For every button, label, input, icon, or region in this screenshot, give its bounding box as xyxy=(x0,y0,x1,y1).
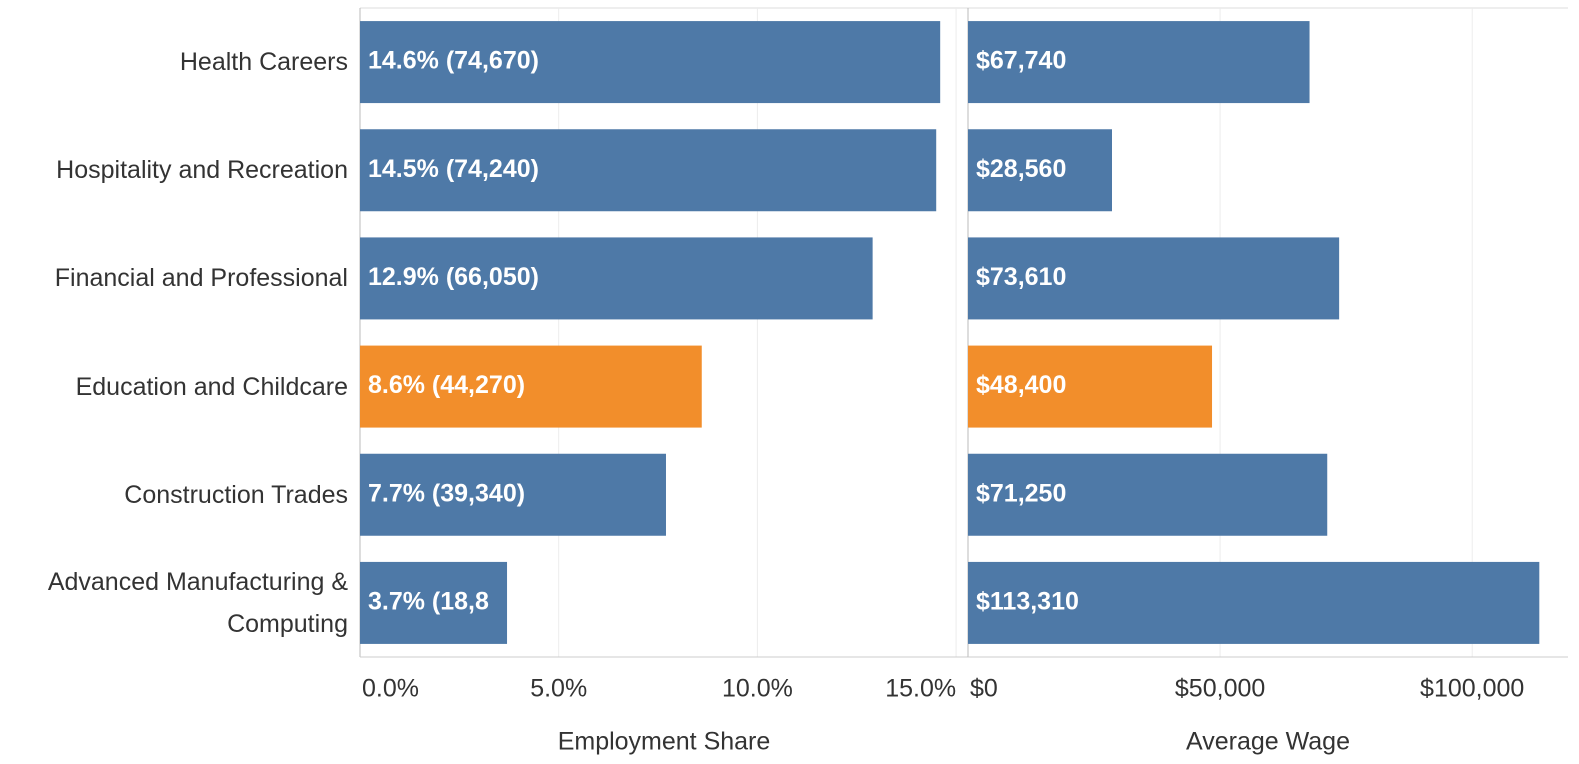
y-tick-label: Hospitality and Recreation xyxy=(56,156,348,185)
bar-value-label: 3.7% (18,8 xyxy=(368,588,489,616)
bar xyxy=(360,453,666,536)
bar-value-label: 12.9% (66,050) xyxy=(368,263,539,291)
y-tick-label: Education and Childcare xyxy=(75,372,348,401)
bar-value-label: 14.6% (74,670) xyxy=(368,47,539,75)
bar xyxy=(968,561,1540,644)
y-tick-label: Advanced Manufacturing & Computing xyxy=(47,567,348,638)
x-tick-label: 0.0% xyxy=(362,675,419,703)
bar-value-label: $71,250 xyxy=(976,479,1066,507)
x-tick-label: 15.0% xyxy=(885,675,956,703)
x-axis-title: Employment Share xyxy=(558,728,771,756)
y-tick-label: Construction Trades xyxy=(124,480,348,509)
bar xyxy=(968,21,1310,104)
bar xyxy=(968,345,1213,428)
x-tick-label: $0 xyxy=(970,675,998,703)
bar-value-label: 8.6% (44,270) xyxy=(368,371,525,399)
x-tick-label: 5.0% xyxy=(530,675,587,703)
x-tick-label: 10.0% xyxy=(722,675,793,703)
bar-value-label: $67,740 xyxy=(976,47,1066,75)
x-axis-title: Average Wage xyxy=(1186,728,1350,756)
bar-value-label: 7.7% (39,340) xyxy=(368,479,525,507)
bar xyxy=(968,129,1112,212)
x-tick-label: $50,000 xyxy=(1175,675,1265,703)
x-tick-label: $100,000 xyxy=(1420,675,1524,703)
bar xyxy=(968,237,1340,320)
bar-value-label: $28,560 xyxy=(976,155,1066,183)
y-tick-label: Health Careers xyxy=(179,48,348,77)
bar xyxy=(968,453,1328,536)
bar-value-label: 14.5% (74,240) xyxy=(368,155,539,183)
bar-value-label: $113,310 xyxy=(976,588,1079,616)
bar xyxy=(360,237,873,320)
bar xyxy=(360,129,937,212)
bar-value-label: $73,610 xyxy=(976,263,1066,291)
bar-value-label: $48,400 xyxy=(976,371,1066,399)
bar xyxy=(360,21,941,104)
y-tick-label: Financial and Professional xyxy=(54,264,348,293)
bar xyxy=(360,345,702,428)
bar xyxy=(360,561,508,644)
